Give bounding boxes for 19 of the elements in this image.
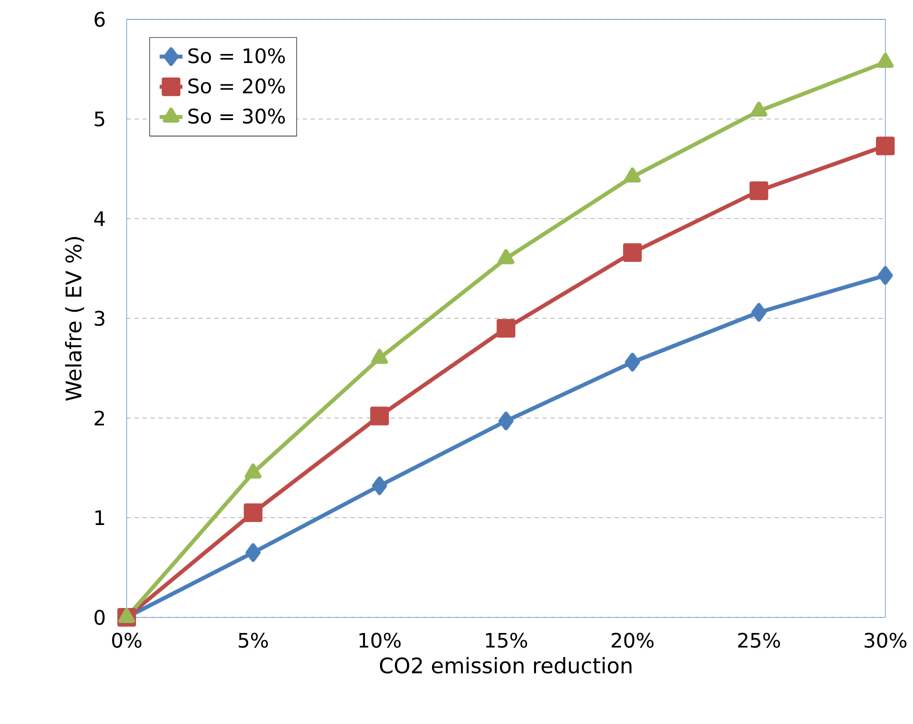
y-tick-label: 3 xyxy=(94,310,104,326)
x-tick-label: 10% xyxy=(360,632,401,648)
legend-label: So = 10% xyxy=(188,48,285,64)
legend-label: So = 30% xyxy=(188,108,285,124)
y-tick-label: 4 xyxy=(94,211,105,226)
x-tick-label: 25% xyxy=(738,632,780,648)
x-tick-label: 5% xyxy=(238,632,268,648)
x-axis-title: CO2 emission reduction xyxy=(380,656,632,674)
y-tick-label: 0 xyxy=(94,610,105,625)
y-tick-label: 2 xyxy=(94,410,104,426)
y-tick-label: 5 xyxy=(94,112,104,126)
x-tick-label: 15% xyxy=(486,632,528,648)
y-tick-label: 6 xyxy=(94,12,105,27)
y-tick-label: 1 xyxy=(95,510,104,525)
x-tick-label: 20% xyxy=(612,632,654,648)
legend-label: So = 20% xyxy=(188,78,285,94)
x-tick-label: 30% xyxy=(864,632,906,648)
x-tick-label: 0% xyxy=(112,632,142,648)
y-axis-title: Welafre ( EV %) xyxy=(65,237,84,401)
